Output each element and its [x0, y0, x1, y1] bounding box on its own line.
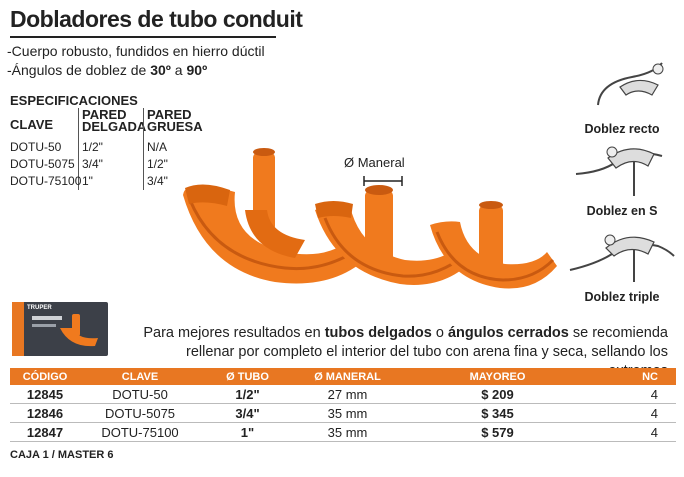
- note-text: Para mejores resultados en: [143, 325, 325, 341]
- col-clave: CLAVE: [80, 368, 200, 385]
- cell-tubo: 1/2": [200, 385, 295, 404]
- specs-delgada: 1/2": [82, 140, 103, 154]
- cell-tubo: 3/4": [200, 403, 295, 423]
- bend-triple-diagram: [569, 234, 675, 282]
- bender-medium: [315, 185, 475, 285]
- specs-clave: DOTU-50: [10, 140, 62, 154]
- cell-mayoreo: $ 209: [400, 385, 595, 404]
- note-emphasis: tubos delgados: [324, 325, 432, 341]
- bend-straight-label: Doblez recto: [584, 122, 660, 136]
- specs-col-delgada-2: DELGADA: [82, 119, 147, 134]
- angle-min: 30º: [150, 62, 171, 78]
- angle-max: 90º: [186, 62, 208, 78]
- cell-maneral: 35 mm: [295, 422, 400, 442]
- table-row: 12845 DOTU-50 1/2" 27 mm $ 209 4: [10, 385, 676, 404]
- specs-col-clave: CLAVE: [10, 117, 54, 132]
- cell-mayoreo: $ 579: [400, 422, 595, 442]
- cell-codigo: 12847: [10, 422, 80, 442]
- cell-nc: 4: [595, 385, 676, 404]
- maneral-label: Ø Maneral: [344, 155, 405, 170]
- maneral-dimension-marker: [363, 176, 403, 186]
- specs-title: ESPECIFICACIONES: [10, 93, 138, 108]
- cell-clave: DOTU-5075: [80, 403, 200, 423]
- feature-item: -Ángulos de doblez de 30º a 90º: [7, 62, 208, 78]
- specs-col-delgada-1: PARED: [82, 107, 127, 122]
- col-codigo: CÓDIGO: [10, 368, 80, 385]
- col-tubo: Ø TUBO: [200, 368, 295, 385]
- feature-text: a: [170, 62, 187, 78]
- feature-text: Ángulos de doblez de: [11, 62, 151, 78]
- bender-large: [183, 148, 370, 284]
- cell-maneral: 35 mm: [295, 403, 400, 423]
- specs-gruesa: 3/4": [147, 174, 168, 188]
- cell-nc: 4: [595, 422, 676, 442]
- specs-clave: DOTU-5075: [10, 157, 75, 171]
- cell-clave: DOTU-75100: [80, 422, 200, 442]
- table-row: 12846 DOTU-5075 3/4" 35 mm $ 345 4: [10, 403, 676, 423]
- feature-text: Cuerpo robusto, fundidos en hierro dúcti…: [11, 43, 265, 59]
- specs-col-gruesa-2: GRUESA: [147, 119, 203, 134]
- product-benders-image: [183, 148, 557, 289]
- cell-codigo: 12845: [10, 385, 80, 404]
- cell-clave: DOTU-50: [80, 385, 200, 404]
- product-box-image: [12, 302, 108, 356]
- bend-straight-diagram: [597, 62, 664, 106]
- box-brand-logo: TRUPER: [27, 305, 52, 311]
- cell-tubo: 1": [200, 422, 295, 442]
- bend-s-diagram: [575, 146, 663, 196]
- specs-clave: DOTU-75100: [10, 174, 82, 188]
- note-emphasis: ángulos cerrados: [447, 325, 569, 341]
- col-nc: NC: [595, 368, 676, 385]
- table-header-row: CÓDIGO CLAVE Ø TUBO Ø MANERAL MAYOREO NC: [10, 368, 676, 385]
- bend-s-label: Doblez en S: [586, 204, 658, 218]
- col-maneral: Ø MANERAL: [295, 368, 400, 385]
- specs-col-gruesa-1: PARED: [147, 107, 192, 122]
- table-row: 12847 DOTU-75100 1" 35 mm $ 579 4: [10, 422, 676, 442]
- specs-delgada: 1": [82, 174, 93, 188]
- specs-divider: [143, 108, 144, 190]
- cell-maneral: 27 mm: [295, 385, 400, 404]
- note-text: o: [431, 325, 448, 341]
- specs-delgada: 3/4": [82, 157, 103, 171]
- specs-gruesa: 1/2": [147, 157, 168, 171]
- cell-mayoreo: $ 345: [400, 403, 595, 423]
- feature-item: -Cuerpo robusto, fundidos en hierro dúct…: [7, 43, 265, 59]
- page-title: Dobladores de tubo conduit: [10, 6, 303, 32]
- specs-divider: [78, 108, 79, 190]
- bend-triple-label: Doblez triple: [584, 290, 660, 304]
- bender-small: [430, 201, 557, 289]
- price-table: CÓDIGO CLAVE Ø TUBO Ø MANERAL MAYOREO NC…: [10, 368, 676, 442]
- cell-nc: 4: [595, 403, 676, 423]
- specs-gruesa: N/A: [147, 140, 168, 154]
- title-underline: [10, 36, 276, 38]
- packaging-info: CAJA 1 / MASTER 6: [10, 449, 114, 461]
- cell-codigo: 12846: [10, 403, 80, 423]
- col-mayoreo: MAYOREO: [400, 368, 595, 385]
